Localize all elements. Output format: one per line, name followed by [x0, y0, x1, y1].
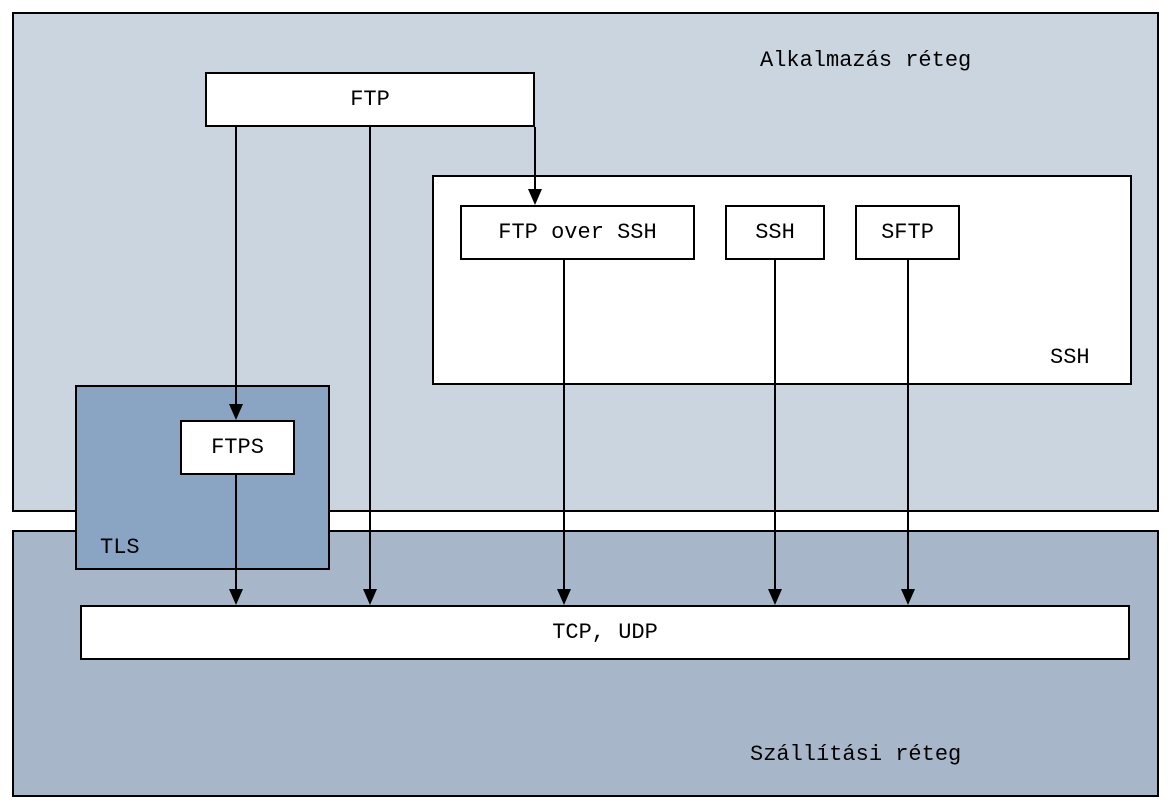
ftps-label: FTPS — [211, 435, 264, 460]
ftp-over-ssh-label: FTP over SSH — [498, 220, 656, 245]
tls-container-label: TLS — [100, 535, 140, 560]
application-layer-label: Alkalmazás réteg — [760, 48, 971, 73]
ftps-box: FTPS — [180, 420, 295, 475]
tcp-udp-label: TCP, UDP — [552, 620, 658, 645]
ssh-container-label: SSH — [1050, 345, 1090, 370]
sftp-label: SFTP — [881, 220, 934, 245]
ftp-box: FTP — [205, 72, 535, 127]
sftp-box: SFTP — [855, 205, 960, 260]
tcp-udp-box: TCP, UDP — [80, 605, 1130, 660]
ftp-label: FTP — [350, 87, 390, 112]
ssh-label: SSH — [755, 220, 795, 245]
transport-layer — [12, 530, 1159, 797]
ftp-over-ssh-box: FTP over SSH — [460, 205, 695, 260]
transport-layer-label: Szállítási réteg — [750, 742, 961, 767]
diagram-canvas: Alkalmazás réteg Szállítási réteg TLS SS… — [0, 0, 1169, 809]
ssh-box: SSH — [725, 205, 825, 260]
